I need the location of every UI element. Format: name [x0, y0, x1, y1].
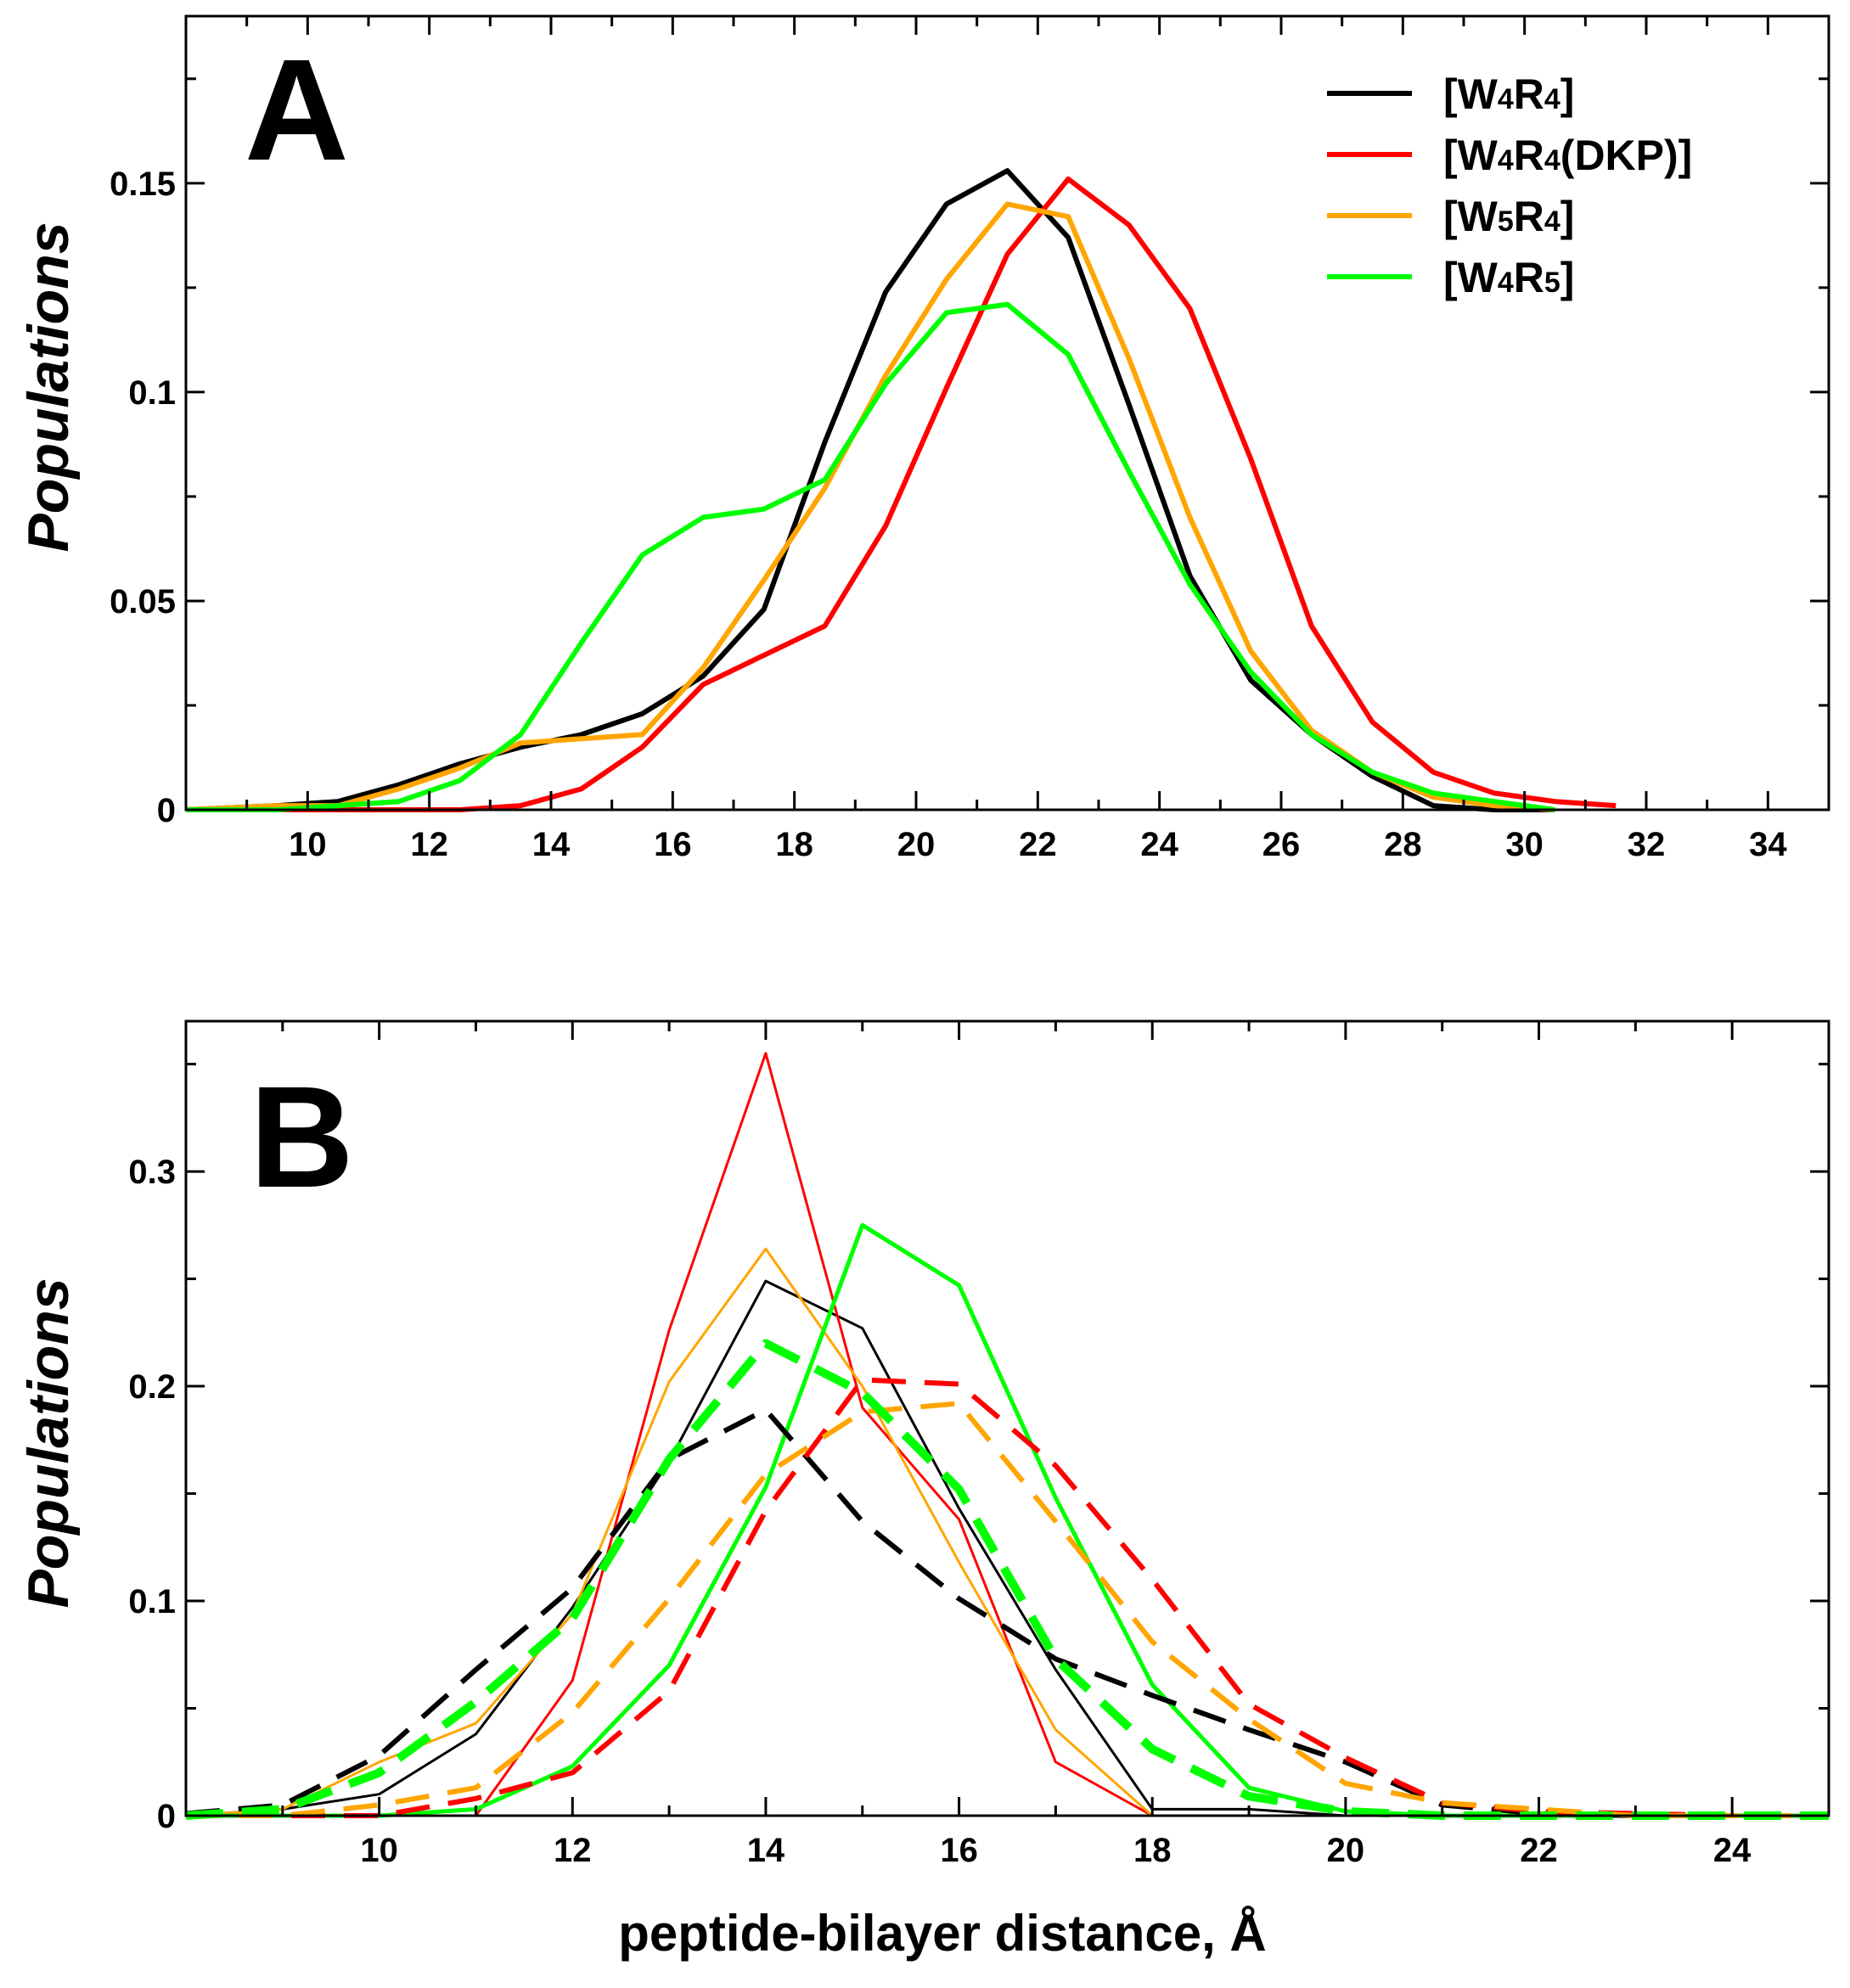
panel-a-axes: 10 12 14 16 18 20 22 24 26 28 30 32 34 0 0.05 0.1 0.15 [110, 16, 1830, 863]
legend-label-0: [W4R4] [1443, 70, 1574, 118]
panel-b-y-tick-label: 0.2 [128, 1368, 176, 1406]
panel-a-x-tick-label: 28 [1384, 826, 1422, 863]
panel-a-x-tick-label: 18 [775, 826, 813, 863]
panel-a-x-tick-label: 12 [410, 826, 448, 863]
panel-a: [W4R4] [W4R4(DKP)] [W5R4] [W4R5] 10 12 14 16 18… [16, 14, 1830, 863]
panel-a-y-tick-label: 0 [157, 792, 176, 829]
panel-a-x-tick-label: 34 [1749, 826, 1787, 863]
panel-a-legend: [W4R4] [W4R4(DKP)] [W5R4] [W4R5] [1327, 70, 1692, 301]
panel-a-x-tick-label: 20 [897, 826, 936, 863]
panel-b-x-tick-label: 14 [747, 1832, 785, 1869]
panel-b-y-axis-label: Populations [16, 1278, 81, 1608]
panel-b: [W4R4] solid[W4R4(DKP)] solid[W5R4] soli… [16, 1019, 1830, 1869]
panel-b-letter: B [250, 1057, 354, 1218]
panel-b-series-6: [W5R4] dashed [186, 1401, 1829, 1818]
legend-label-3: [W4R5] [1443, 254, 1574, 301]
panel-a-series-3: [W4R5] [186, 301, 1555, 812]
panel-a-y-tick-label: 0.05 [110, 583, 176, 621]
panel-a-x-tick-label: 14 [532, 826, 571, 863]
panel-b-y-tick-label: 0.3 [128, 1154, 176, 1191]
panel-b-axes: 10 12 14 16 18 20 22 24 0 0.1 0.2 0.3 [128, 1021, 1830, 1869]
panel-a-x-tick-label: 32 [1628, 826, 1666, 863]
panel-a-letter: A [245, 30, 349, 191]
panel-b-x-tick-label: 18 [1133, 1832, 1172, 1869]
panel-a-frame [184, 14, 1830, 811]
panel-a-y-tick-label: 0.15 [110, 166, 176, 203]
panel-a-x-tick-label: 24 [1140, 826, 1178, 863]
panel-b-x-tick-label: 22 [1520, 1832, 1558, 1869]
legend-label-1: [W4R4(DKP)] [1443, 132, 1692, 179]
panel-b-y-tick-label: 0.1 [128, 1583, 176, 1620]
legend-label-2: [W5R4] [1443, 193, 1574, 240]
panel-a-x-tick-label: 30 [1505, 826, 1544, 863]
panel-a-x-tick-label: 16 [654, 826, 692, 863]
panel-b-frame [184, 1019, 1830, 1817]
panel-a-x-tick-label: 26 [1262, 826, 1301, 863]
panel-b-x-tick-label: 16 [940, 1832, 978, 1869]
panel-b-y-tick-label: 0 [157, 1798, 176, 1835]
panel-a-y-tick-label: 0.1 [128, 374, 176, 412]
panel-b-x-tick-label: 12 [554, 1832, 592, 1869]
panel-b-x-tick-label: 10 [360, 1832, 398, 1869]
panel-a-y-axis-label: Populations [16, 222, 81, 552]
panel-a-x-tick-label: 10 [289, 826, 327, 863]
panel-a-x-tick-label: 22 [1019, 826, 1057, 863]
x-axis-label: peptide-bilayer distance, Å [618, 1905, 1267, 1962]
panel-b-x-tick-label: 20 [1327, 1832, 1365, 1869]
panel-b-x-tick-label: 24 [1713, 1832, 1752, 1869]
